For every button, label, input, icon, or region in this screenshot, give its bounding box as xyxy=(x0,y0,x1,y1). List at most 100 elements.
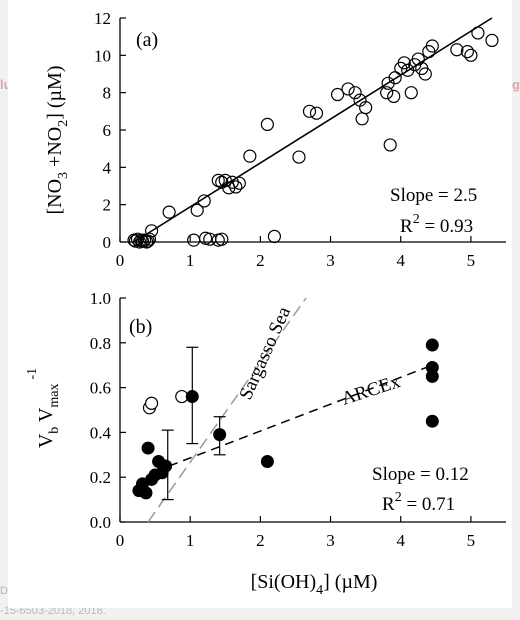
panel-b-ylabel-sub-b: b xyxy=(47,427,62,434)
panel-b-ylabel: Vb Vmax -1 xyxy=(25,368,62,448)
panel-a-ylabel-sub2: 2 xyxy=(56,120,71,127)
panel-b-y-tick-label: 1.0 xyxy=(90,289,111,308)
panel-a-data-point xyxy=(460,44,474,59)
panel-a-data-point xyxy=(144,224,159,238)
bg-fragment-doi: -15-6503-2018, 2018. xyxy=(0,605,106,617)
panel-a-data-point xyxy=(464,48,478,62)
panel-b-ylabel-mid: V xyxy=(35,407,57,427)
panel-b-ylabel-v: V xyxy=(35,433,57,448)
panel-a-slope: Slope = 2.5 xyxy=(390,185,477,206)
panel-b-filled-point xyxy=(139,486,153,500)
panel-a-y-tick-label: 6 xyxy=(103,121,112,140)
panel-a-data-point xyxy=(387,89,401,104)
panel-a-y-tick-label: 12 xyxy=(94,9,111,28)
panel-a-data-point xyxy=(341,82,355,96)
panel-b-y-tick-label: 0.2 xyxy=(90,468,111,487)
panel-a-data-point xyxy=(397,56,411,70)
panel-b-open-point xyxy=(144,396,159,410)
panel-a-data-point xyxy=(330,87,345,102)
panel-a-r2: R2 = 0.93 xyxy=(400,212,473,237)
panel-a-data-point xyxy=(302,104,317,118)
panel-a-data-point xyxy=(383,138,397,152)
panel-a-r2-sup: 2 xyxy=(413,212,420,227)
panel-b-y-tick-label: 0.8 xyxy=(90,334,111,353)
panel-b-filled-point xyxy=(425,360,439,374)
panel-a-x-tick-label: 4 xyxy=(396,251,405,270)
panel-b-slope: Slope = 0.12 xyxy=(372,464,469,485)
panel-a-data-point xyxy=(404,86,418,100)
panel-b-xlabel-sub: 4 xyxy=(316,583,323,598)
panel-a-data-point xyxy=(355,112,369,126)
panel-a-data-point xyxy=(225,175,239,189)
panel-a-label: (a) xyxy=(136,29,158,51)
panel-a-data-point xyxy=(418,67,432,81)
panel-b-filled-point xyxy=(213,428,227,442)
panel-a-data-point xyxy=(471,26,485,40)
panel-b-x-tick-label: 2 xyxy=(256,531,265,550)
bg-fragment-left: lu xyxy=(0,77,12,92)
panel-b-r2: R2 = 0.71 xyxy=(382,490,455,515)
panel-a-y-tick-label: 2 xyxy=(103,196,112,215)
panel-a-r2-value: = 0.93 xyxy=(420,216,473,237)
panel-b-ylabel-sub-max: max xyxy=(47,384,62,408)
panel-a-data-point xyxy=(267,229,281,243)
panel-a-data-point xyxy=(243,149,257,163)
panel-a-data-point xyxy=(232,176,246,190)
panel-a-data-point xyxy=(380,86,394,100)
sargasso-sea-line xyxy=(147,297,307,523)
panel-b-x-tick-label: 1 xyxy=(186,531,195,550)
panel-a-data-point xyxy=(411,52,425,66)
panel-a-ylabel-open: [NO xyxy=(44,179,66,215)
panel-a-ylabel-close: ] (µM) xyxy=(44,65,66,119)
panel-b-y-tick-label: 0.6 xyxy=(90,379,111,398)
panel-a-data-point xyxy=(359,100,373,115)
panel-a-x-tick-label: 3 xyxy=(326,251,335,270)
panel-a-x-tick-label: 2 xyxy=(256,251,265,270)
panel-b-filled-point xyxy=(425,414,439,428)
panel-a-x-tick-label: 0 xyxy=(116,251,125,270)
panel-a-data-point xyxy=(450,43,464,57)
panel-a-x-tick-label: 1 xyxy=(186,251,195,270)
panel-b-x-tick-label: 0 xyxy=(116,531,125,550)
panel-b-filled-point xyxy=(141,441,155,455)
panel-a-data-point xyxy=(229,180,243,194)
panel-b-filled-point xyxy=(260,455,274,469)
panel-b: 0 1 2 3 4 5 0.0 0.2 0.4 0.6 0.8 1.0 xyxy=(90,289,506,550)
panel-b-y-tick-label: 0.0 xyxy=(90,513,111,532)
sargasso-sea-line-label: Sargasso Sea xyxy=(235,303,295,403)
panel-b-filled-point xyxy=(425,338,439,352)
panel-b-r2-value: = 0.71 xyxy=(402,494,455,515)
panel-a-data-point xyxy=(348,86,362,100)
panel-a-y-tick-label: 10 xyxy=(94,46,111,65)
panel-a-y-tick-label: 4 xyxy=(103,158,112,177)
panel-a-data-point xyxy=(215,232,229,246)
panel-a-data-point xyxy=(134,233,148,247)
panel-a-fit-line xyxy=(133,17,493,243)
panel-a-r2-prefix: R xyxy=(400,216,413,237)
panel-b-x-tick-label: 3 xyxy=(326,531,335,550)
panel-b-xlabel-post: ] (µM) xyxy=(323,571,377,593)
panel-b-x-tick-label: 5 xyxy=(467,531,476,550)
panel-a-data-point xyxy=(203,232,217,246)
panel-a-y-tick-label: 8 xyxy=(103,84,112,103)
panel-a-data-point xyxy=(218,173,232,187)
panel-a-data-point xyxy=(197,194,211,208)
panel-a-data-point xyxy=(142,232,157,246)
panel-a-data-point xyxy=(140,235,154,249)
panel-a-data-point xyxy=(260,117,274,132)
panel-b-filled-point xyxy=(159,459,173,473)
panel-a-data-point xyxy=(425,39,439,53)
panel-b-ylabel-sup: -1 xyxy=(25,368,40,380)
panel-a-data-point xyxy=(190,203,204,217)
panel-a-ylabel-mid: +NO xyxy=(44,127,66,172)
panel-a-x-tick-label: 5 xyxy=(467,251,476,270)
panel-a-data-point xyxy=(485,33,499,48)
figure: 0 1 2 3 4 5 0 2 4 6 8 10 12 0 1 2 3 4 5 0.0 0.2 0.4 0.6 0.8 1.0… xyxy=(8,0,512,608)
panel-a-data-point xyxy=(162,205,176,219)
panel-b-r2-sup: 2 xyxy=(395,490,402,505)
panel-b-filled-point xyxy=(185,390,199,404)
arcex-line-label: ARCEx xyxy=(339,371,403,410)
